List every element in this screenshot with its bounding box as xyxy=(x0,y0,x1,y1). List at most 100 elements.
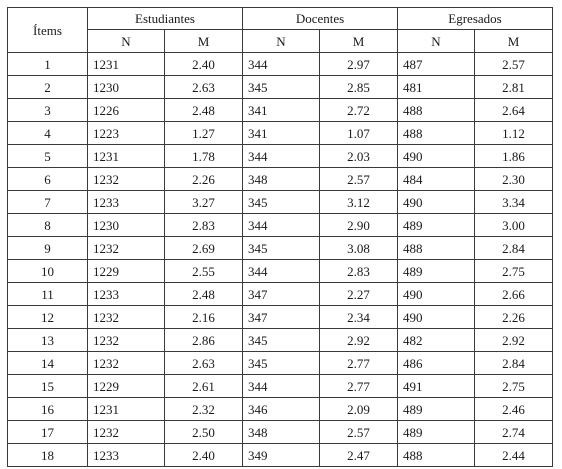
table-row: 10 1229 2.55 344 2.83 489 2.75 xyxy=(7,259,553,283)
estudiantes-m-cell: 2.63 xyxy=(164,75,243,99)
docentes-m-cell: 2.57 xyxy=(319,420,398,444)
subheader-m: M xyxy=(474,29,553,53)
item-cell: 17 xyxy=(7,420,88,444)
docentes-m-cell: 2.90 xyxy=(319,213,398,237)
egresados-m-cell: 3.34 xyxy=(474,190,553,214)
docentes-m-cell: 2.85 xyxy=(319,75,398,99)
egresados-n-cell: 489 xyxy=(397,397,475,421)
table-row: 6 1232 2.26 348 2.57 484 2.30 xyxy=(7,167,553,191)
subheader-m: M xyxy=(319,29,398,53)
estudiantes-n-cell: 1233 xyxy=(87,190,165,214)
item-cell: 8 xyxy=(7,213,88,237)
group-header-docentes: Docentes xyxy=(242,7,398,30)
estudiantes-n-cell: 1232 xyxy=(87,305,165,329)
docentes-m-cell: 3.08 xyxy=(319,236,398,260)
item-cell: 1 xyxy=(7,52,88,76)
estudiantes-m-cell: 3.27 xyxy=(164,190,243,214)
estudiantes-m-cell: 2.86 xyxy=(164,328,243,352)
egresados-m-cell: 2.84 xyxy=(474,351,553,375)
subheader-n: N xyxy=(87,29,165,53)
estudiantes-n-cell: 1231 xyxy=(87,144,165,168)
item-cell: 2 xyxy=(7,75,88,99)
docentes-n-cell: 344 xyxy=(242,144,320,168)
docentes-m-cell: 2.03 xyxy=(319,144,398,168)
docentes-m-cell: 2.57 xyxy=(319,167,398,191)
egresados-m-cell: 2.75 xyxy=(474,259,553,283)
estudiantes-m-cell: 2.63 xyxy=(164,351,243,375)
estudiantes-m-cell: 2.69 xyxy=(164,236,243,260)
egresados-n-cell: 490 xyxy=(397,190,475,214)
item-cell: 7 xyxy=(7,190,88,214)
table-row: 7 1233 3.27 345 3.12 490 3.34 xyxy=(7,190,553,214)
egresados-m-cell: 1.12 xyxy=(474,121,553,145)
docentes-n-cell: 345 xyxy=(242,236,320,260)
egresados-m-cell: 2.84 xyxy=(474,236,553,260)
table-header: Ítems Estudiantes Docentes Egresados N M… xyxy=(7,7,553,53)
estudiantes-m-cell: 2.40 xyxy=(164,52,243,76)
estudiantes-n-cell: 1233 xyxy=(87,282,165,306)
item-cell: 15 xyxy=(7,374,88,398)
egresados-n-cell: 489 xyxy=(397,259,475,283)
docentes-n-cell: 347 xyxy=(242,282,320,306)
docentes-m-cell: 2.92 xyxy=(319,328,398,352)
egresados-n-cell: 490 xyxy=(397,282,475,306)
estudiantes-n-cell: 1231 xyxy=(87,397,165,421)
docentes-n-cell: 347 xyxy=(242,305,320,329)
item-cell: 16 xyxy=(7,397,88,421)
table-row: 4 1223 1.27 341 1.07 488 1.12 xyxy=(7,121,553,145)
item-cell: 13 xyxy=(7,328,88,352)
table-row: 12 1232 2.16 347 2.34 490 2.26 xyxy=(7,305,553,329)
egresados-m-cell: 2.74 xyxy=(474,420,553,444)
table-container: Ítems Estudiantes Docentes Egresados N M… xyxy=(7,7,553,467)
docentes-m-cell: 2.34 xyxy=(319,305,398,329)
docentes-m-cell: 2.27 xyxy=(319,282,398,306)
estudiantes-n-cell: 1232 xyxy=(87,236,165,260)
estudiantes-m-cell: 2.50 xyxy=(164,420,243,444)
item-cell: 6 xyxy=(7,167,88,191)
egresados-m-cell: 2.92 xyxy=(474,328,553,352)
table-row: 2 1230 2.63 345 2.85 481 2.81 xyxy=(7,75,553,99)
subheader-m: M xyxy=(164,29,243,53)
estudiantes-m-cell: 1.27 xyxy=(164,121,243,145)
estudiantes-m-cell: 2.61 xyxy=(164,374,243,398)
estudiantes-m-cell: 2.26 xyxy=(164,167,243,191)
item-cell: 11 xyxy=(7,282,88,306)
egresados-m-cell: 2.30 xyxy=(474,167,553,191)
docentes-m-cell: 2.09 xyxy=(319,397,398,421)
estudiantes-n-cell: 1223 xyxy=(87,121,165,145)
docentes-n-cell: 344 xyxy=(242,259,320,283)
egresados-n-cell: 488 xyxy=(397,236,475,260)
docentes-n-cell: 341 xyxy=(242,121,320,145)
egresados-n-cell: 486 xyxy=(397,351,475,375)
table-row: 8 1230 2.83 344 2.90 489 3.00 xyxy=(7,213,553,237)
header-group-row: Ítems Estudiantes Docentes Egresados xyxy=(7,7,553,53)
table-row: 18 1233 2.40 349 2.47 488 2.44 xyxy=(7,443,553,467)
docentes-n-cell: 344 xyxy=(242,374,320,398)
estudiantes-n-cell: 1232 xyxy=(87,420,165,444)
estudiantes-n-cell: 1232 xyxy=(87,351,165,375)
egresados-n-cell: 484 xyxy=(397,167,475,191)
docentes-n-cell: 344 xyxy=(242,52,320,76)
estudiantes-n-cell: 1231 xyxy=(87,52,165,76)
egresados-m-cell: 1.86 xyxy=(474,144,553,168)
egresados-m-cell: 2.46 xyxy=(474,397,553,421)
estudiantes-n-cell: 1229 xyxy=(87,259,165,283)
item-cell: 10 xyxy=(7,259,88,283)
egresados-n-cell: 489 xyxy=(397,420,475,444)
estudiantes-n-cell: 1230 xyxy=(87,75,165,99)
docentes-m-cell: 3.12 xyxy=(319,190,398,214)
group-header-egresados: Egresados xyxy=(397,7,553,30)
results-table: Ítems Estudiantes Docentes Egresados N M… xyxy=(7,7,553,467)
egresados-n-cell: 491 xyxy=(397,374,475,398)
item-cell: 18 xyxy=(7,443,88,467)
table-row: 14 1232 2.63 345 2.77 486 2.84 xyxy=(7,351,553,375)
table-row: 1 1231 2.40 344 2.97 487 2.57 xyxy=(7,52,553,76)
estudiantes-m-cell: 2.48 xyxy=(164,282,243,306)
docentes-n-cell: 341 xyxy=(242,98,320,122)
egresados-n-cell: 481 xyxy=(397,75,475,99)
table-row: 17 1232 2.50 348 2.57 489 2.74 xyxy=(7,420,553,444)
egresados-n-cell: 490 xyxy=(397,305,475,329)
estudiantes-m-cell: 1.78 xyxy=(164,144,243,168)
egresados-n-cell: 487 xyxy=(397,52,475,76)
subheader-n: N xyxy=(397,29,475,53)
